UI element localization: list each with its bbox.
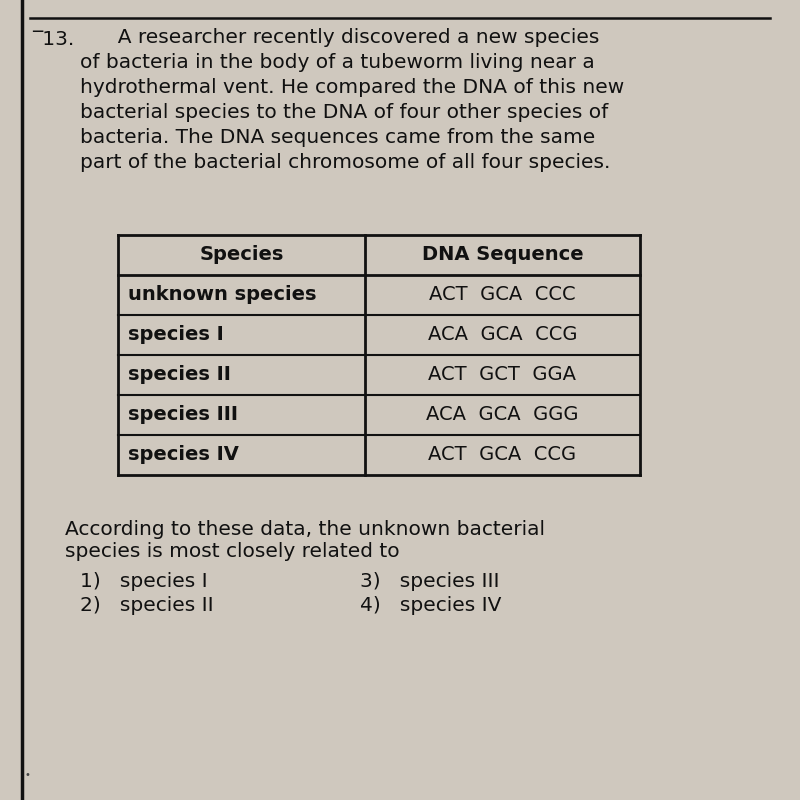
Text: ACA  GCA  CCG: ACA GCA CCG [428, 326, 578, 345]
Text: DNA Sequence: DNA Sequence [422, 246, 583, 265]
Text: hydrothermal vent. He compared the DNA of this new: hydrothermal vent. He compared the DNA o… [80, 78, 624, 97]
Text: ACT  GCA  CCC: ACT GCA CCC [429, 286, 576, 305]
Text: ACT  GCA  CCG: ACT GCA CCG [429, 446, 577, 465]
Text: of bacteria in the body of a tubeworm living near a: of bacteria in the body of a tubeworm li… [80, 53, 594, 72]
Text: bacteria. The DNA sequences came from the same: bacteria. The DNA sequences came from th… [80, 128, 595, 147]
Text: species is most closely related to: species is most closely related to [65, 542, 400, 561]
Text: species IV: species IV [128, 446, 239, 465]
Text: unknown species: unknown species [128, 286, 317, 305]
Text: bacterial species to the DNA of four other species of: bacterial species to the DNA of four oth… [80, 103, 608, 122]
Text: 2)   species II: 2) species II [80, 596, 214, 615]
Text: species III: species III [128, 406, 238, 425]
Text: •: • [25, 770, 31, 780]
Text: ACA  GCA  GGG: ACA GCA GGG [426, 406, 578, 425]
Text: ACT  GCT  GGA: ACT GCT GGA [429, 366, 577, 385]
Text: species I: species I [128, 326, 224, 345]
Text: 3)   species III: 3) species III [360, 572, 499, 591]
Text: part of the bacterial chromosome of all four species.: part of the bacterial chromosome of all … [80, 153, 610, 172]
Text: A researcher recently discovered a new species: A researcher recently discovered a new s… [105, 28, 599, 47]
Text: According to these data, the unknown bacterial: According to these data, the unknown bac… [65, 520, 545, 539]
Text: ‾13.: ‾13. [32, 30, 74, 49]
Text: species II: species II [128, 366, 231, 385]
Text: 1)   species I: 1) species I [80, 572, 208, 591]
Text: Species: Species [199, 246, 284, 265]
Text: 4)   species IV: 4) species IV [360, 596, 502, 615]
